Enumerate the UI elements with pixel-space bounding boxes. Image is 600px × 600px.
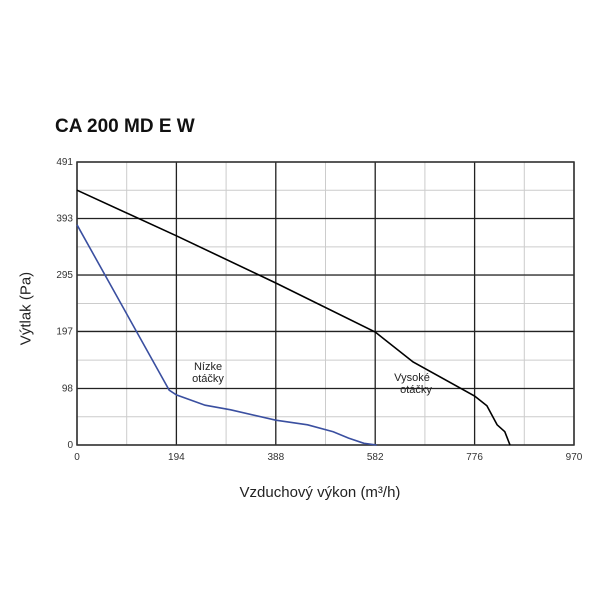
x-tick-label: 194 — [168, 452, 185, 463]
annotation-label: otáčky — [400, 384, 432, 396]
x-tick-label: 388 — [267, 452, 284, 463]
x-tick-label: 970 — [566, 452, 583, 463]
annotation-label: Vysoké — [394, 372, 430, 384]
x-tick-label: 582 — [367, 452, 384, 463]
y-tick-label: 98 — [62, 384, 74, 395]
series-line-1 — [76, 224, 377, 446]
x-axis-label: Vzduchový výkon (m³/h) — [239, 484, 401, 501]
y-tick-label: 197 — [56, 326, 73, 337]
chart-title: CA 200 MD E W — [55, 116, 195, 137]
plot-frame — [76, 161, 575, 446]
annotation-label: otáčky — [192, 373, 224, 385]
annotation-label: Nízke — [194, 361, 222, 373]
y-tick-label: 0 — [67, 440, 73, 451]
x-tick-label: 776 — [466, 452, 483, 463]
y-axis-label: Výtlak (Pa) — [17, 271, 35, 346]
series-line-0 — [76, 189, 511, 446]
x-tick-label: 0 — [74, 452, 80, 463]
y-tick-label: 393 — [56, 213, 73, 224]
y-tick-label: 491 — [56, 157, 73, 168]
y-tick-label: 295 — [56, 270, 73, 281]
